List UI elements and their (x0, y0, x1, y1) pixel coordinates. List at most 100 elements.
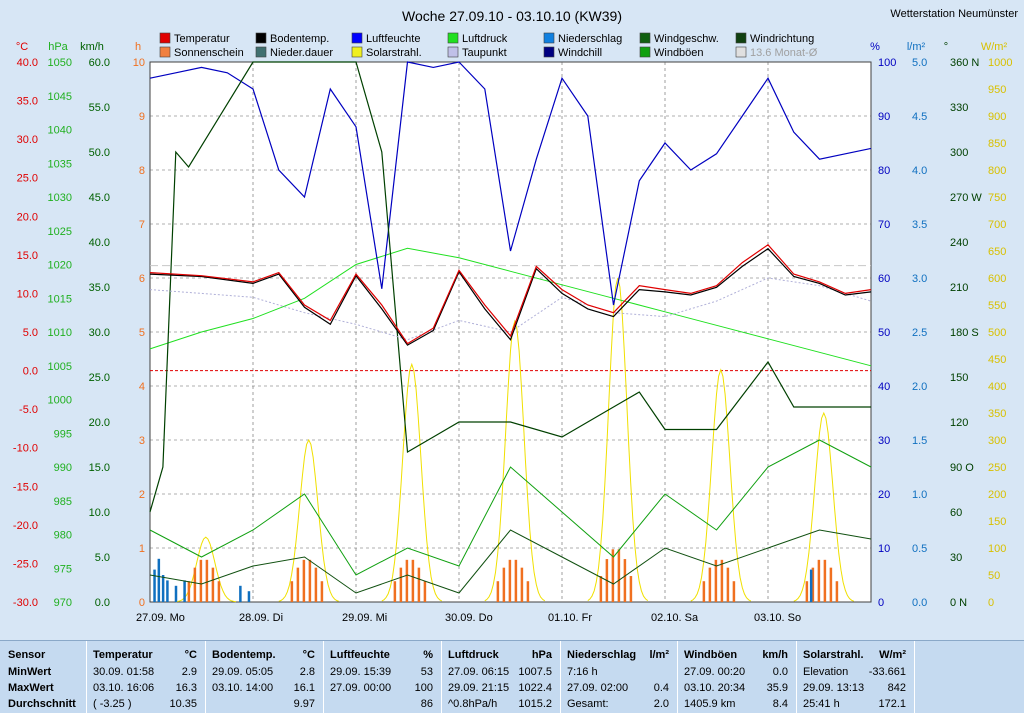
stats-cell-value: 1015.2 (518, 698, 552, 710)
stats-column-unit: °C (184, 649, 197, 661)
pressure-axis-tick: 1050 (48, 57, 72, 69)
legend: Temperatur Bodentemp. Luftfeuchte Luftdruck… (159, 32, 818, 59)
legend-swatch (159, 46, 171, 58)
rain-bar (161, 575, 165, 602)
solar-axis-tick: 800 (988, 165, 1006, 177)
humidity-axis-tick: 30 (878, 435, 890, 447)
station-name: Wetterstation Neumünster (890, 8, 1018, 20)
rain-axis-tick: 1.5 (912, 435, 927, 447)
sunshine-axis-tick: 0 (139, 597, 145, 609)
sunshine-bar (217, 581, 221, 602)
rain-bar (247, 591, 251, 602)
stats-cell-time: 25:41 h (803, 698, 840, 710)
humidity-axis-tick: 80 (878, 165, 890, 177)
solar-axis-tick: 500 (988, 327, 1006, 339)
temp-axis-tick: -10.0 (13, 443, 38, 455)
stats-cell-value: 35.9 (766, 682, 788, 694)
humidity-axis-tick: 50 (878, 327, 890, 339)
rain-axis-tick: 3.0 (912, 273, 927, 285)
solar-axis-tick: 100 (988, 543, 1006, 555)
stats-cell-value: 9.97 (293, 698, 315, 710)
legend-swatch (543, 32, 555, 44)
axis-unit-label: km/h (80, 41, 104, 53)
legend-swatch (351, 32, 363, 44)
axis-unit-label: °C (16, 41, 28, 53)
stats-column-unit: km/h (762, 649, 788, 661)
rain-bar (239, 585, 242, 602)
legend-swatch (255, 32, 267, 44)
stats-cell-time: ^0.8hPa/h (448, 698, 498, 710)
humidity-line (149, 61, 872, 306)
sunshine-bar (399, 567, 403, 602)
stats-cell-value: 2.8 (299, 666, 315, 678)
sunshine-bar (296, 567, 300, 602)
legend-label: Bodentemp. (270, 33, 329, 45)
sunshine-bar (623, 559, 627, 602)
stats-column-unit: l/m² (649, 649, 669, 661)
temp-axis-tick: 15.0 (17, 250, 38, 262)
temp-axis-tick: 5.0 (23, 327, 38, 339)
sunshine-bar (405, 559, 409, 602)
sunshine-bar (629, 576, 633, 602)
sunshine-bar (423, 581, 427, 602)
solar-axis-tick: 950 (988, 84, 1006, 96)
solar-axis-tick: 450 (988, 354, 1006, 366)
pressure-axis-tick: 1045 (48, 91, 72, 103)
humidity-axis-tick: 40 (878, 381, 890, 393)
wind-axis-tick: 15.0 (89, 462, 110, 474)
stats-cell-time: 29.09. 15:39 (330, 666, 392, 678)
legend-label: Taupunkt (462, 47, 507, 59)
pressure-axis-tick: 995 (54, 428, 72, 440)
wind-axis-tick: 55.0 (89, 102, 110, 114)
legend-swatch (159, 32, 171, 44)
stats-cell-value: 86 (420, 698, 433, 710)
stats-cell-time: 03.10. 16:06 (93, 682, 155, 694)
sunshine-bar (393, 581, 397, 602)
gust-line (149, 439, 872, 576)
pressure-axis-tick: 1010 (48, 327, 72, 339)
stats-column-unit: % (423, 649, 433, 661)
sunshine-bar (193, 567, 197, 602)
axis-unit-label: W/m² (981, 41, 1008, 53)
stats-cell-time: 27.09. 00:00 (330, 682, 392, 694)
wind-axis-tick: 60.0 (89, 57, 110, 69)
axis-unit-label: l/m² (907, 41, 926, 53)
stats-column: Niederschlag l/m² 7:16 h 27.09. 02:00 0.4 Ges… (560, 641, 678, 713)
winddir-axis-tick: 300 (950, 147, 968, 159)
solar-axis-tick: 750 (988, 192, 1006, 204)
sunshine-bar (205, 559, 209, 602)
solar-curve (484, 319, 546, 602)
day-label: 01.10. Fr (548, 612, 592, 624)
solar-axis-tick: 700 (988, 219, 1006, 231)
sunshine-bar (811, 567, 815, 602)
legend-label: Windrichtung (750, 33, 814, 45)
rain-axis-tick: 2.5 (912, 327, 927, 339)
wind-axis-tick: 25.0 (89, 372, 110, 384)
stats-cell-time: 03.10. 20:34 (684, 682, 746, 694)
day-label: 29.09. Mi (342, 612, 387, 624)
rain-axis-tick: 4.0 (912, 165, 927, 177)
stats-column-title: Luftfeuchte (330, 649, 390, 661)
stats-cell-value: 1022.4 (518, 682, 552, 694)
data-marks (149, 61, 872, 603)
sunshine-bar (290, 581, 294, 602)
stats-column-title: Temperatur (93, 649, 153, 661)
sunshine-bar (411, 559, 415, 602)
stats-cell-value: 0.4 (653, 682, 669, 694)
stats-cell-value: 172.1 (878, 698, 906, 710)
pressure-axis-tick: 1025 (48, 226, 72, 238)
temperature-line (149, 244, 872, 345)
pressure-axis-tick: 980 (54, 530, 72, 542)
rain-bar (157, 558, 161, 602)
temp-axis-tick: 35.0 (17, 96, 38, 108)
legend-swatch (639, 46, 651, 58)
temp-axis-tick: 20.0 (17, 211, 38, 223)
legend-swatch (447, 32, 459, 44)
wind-axis-tick: 5.0 (95, 552, 110, 564)
day-label: 03.10. So (754, 612, 801, 624)
pressure-axis-tick: 985 (54, 496, 72, 508)
sunshine-bar (417, 567, 421, 602)
sunshine-bar (302, 559, 306, 602)
stats-column-unit: hPa (531, 649, 552, 661)
stats-row-label: MinWert (8, 666, 52, 678)
